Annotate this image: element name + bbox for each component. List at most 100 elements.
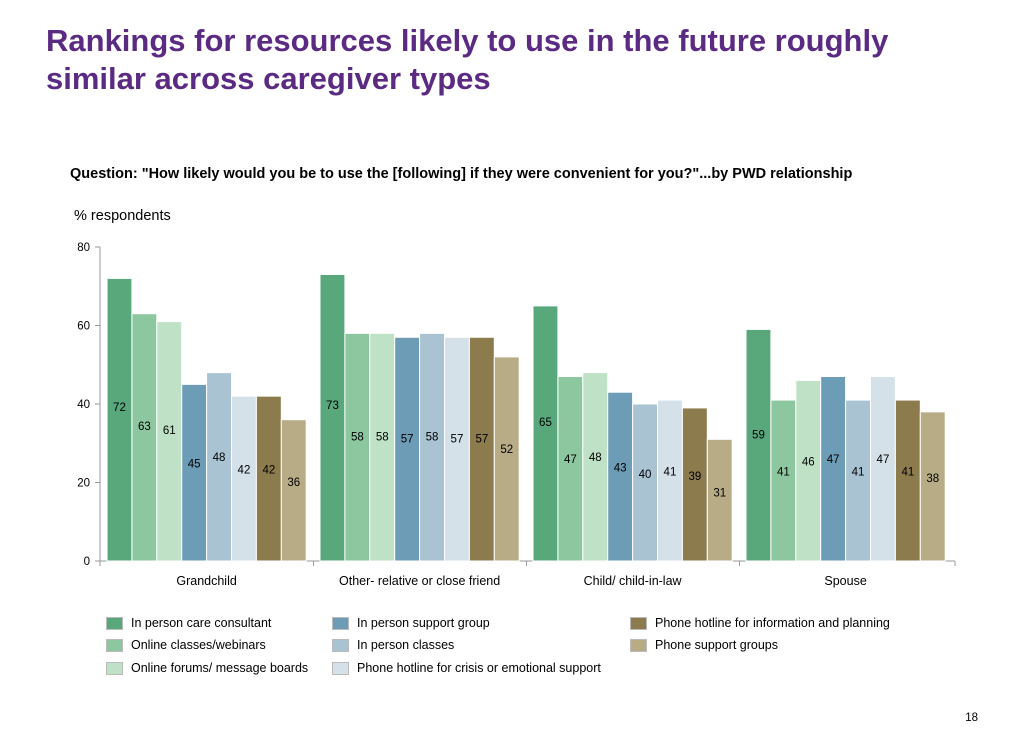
bar [607,391,634,562]
data-label: 48 [589,452,602,464]
y-tick-label: 60 [77,321,90,333]
legend-swatch [630,638,647,652]
data-label: 57 [475,433,488,445]
data-label: 41 [901,467,914,479]
bar [706,438,733,562]
category-label: Grandchild [176,574,236,588]
data-label: 43 [614,463,627,475]
bar [369,332,396,562]
bar [181,383,208,562]
data-label: 47 [564,454,577,466]
data-label: 41 [777,467,790,479]
legend-item-in-person-care-consultant: In person care consultant [106,614,271,632]
data-label: 40 [639,469,652,481]
legend-item-in-person-support-group: In person support group [332,614,490,632]
category-label: Child/ child-in-law [584,574,683,588]
bar [532,305,559,562]
bar [657,399,683,562]
data-label: 59 [752,429,765,441]
legend-label: In person classes [357,638,455,652]
legend-item-online-classes: Online classes/webinars [106,636,266,654]
bar [255,395,282,562]
legend-label: In person care consultant [131,616,272,630]
bar [919,411,946,562]
bar [681,407,708,562]
legend-item-online-forums: Online forums/ message boards [106,659,308,677]
legend-label: Phone hotline for information and planni… [655,616,890,630]
data-label: 58 [376,431,389,443]
bar [632,403,658,562]
category-label: Other- relative or close friend [339,574,500,588]
y-tick-label: 20 [77,478,90,490]
data-label: 41 [664,467,677,479]
data-label: 47 [877,454,890,466]
bar [231,395,257,562]
chart-legend: In person care consultant Online classes… [106,614,966,684]
data-label: 72 [113,402,126,414]
category-label: Spouse [824,574,866,588]
bar [394,336,421,562]
legend-swatch [332,616,349,630]
bar [156,321,183,562]
bar [770,399,797,562]
y-axis-label: % respondents [74,208,171,224]
bar [745,328,772,562]
bar [493,356,520,562]
bar [280,419,307,562]
legend-swatch [630,616,647,630]
bar [557,376,584,562]
legend-label: Phone hotline for crisis or emotional su… [357,661,601,675]
legend-label: Online forums/ message boards [131,661,309,675]
y-tick-label: 80 [77,242,90,254]
data-label: 38 [926,473,939,485]
legend-item-in-person-classes: In person classes [332,636,454,654]
data-label: 46 [802,456,815,468]
data-label: 42 [238,465,251,477]
bar [106,277,133,562]
data-label: 52 [500,444,513,456]
data-label: 42 [262,465,275,477]
bar [344,332,371,562]
legend-label: Online classes/webinars [131,638,266,652]
data-label: 63 [138,421,151,433]
data-label: 45 [188,458,201,470]
legend-swatch [106,661,123,675]
bar [795,379,822,562]
bar [206,372,233,562]
bar [582,372,609,562]
legend-item-phone-support-groups: Phone support groups [630,636,778,654]
legend-item-phone-hotline-information: Phone hotline for information and planni… [630,614,890,632]
data-label: 57 [401,433,414,445]
bar [319,273,346,562]
bar [444,336,470,562]
y-tick-label: 0 [84,556,90,568]
bar [468,336,495,562]
legend-swatch [332,661,349,675]
bar [419,332,446,562]
data-label: 65 [539,417,552,429]
bar [894,399,921,562]
legend-swatch [106,638,123,652]
page-number: 18 [965,712,978,724]
legend-item-phone-hotline-crisis: Phone hotline for crisis or emotional su… [332,659,601,677]
legend-label: In person support group [357,616,490,630]
y-tick-label: 40 [77,399,90,411]
data-label: 31 [713,488,726,500]
bar [820,376,847,562]
legend-swatch [332,638,349,652]
question-text: Question: "How likely would you be to us… [70,166,853,182]
data-label: 58 [426,431,439,443]
bar-chart: 0 20 40 60 80 Grandchild Other- relative or cl… [77,242,956,588]
bar [131,313,158,562]
data-label: 61 [163,425,176,437]
legend-label: Phone support groups [655,638,779,652]
data-label: 47 [827,454,840,466]
data-label: 73 [326,400,339,412]
data-label: 36 [287,477,300,489]
bar [870,376,896,562]
page-title: Rankings for resources likely to use in … [46,23,889,96]
data-label: 58 [351,431,364,443]
bar [845,399,871,562]
data-label: 57 [451,433,464,445]
data-label: 39 [688,471,701,483]
